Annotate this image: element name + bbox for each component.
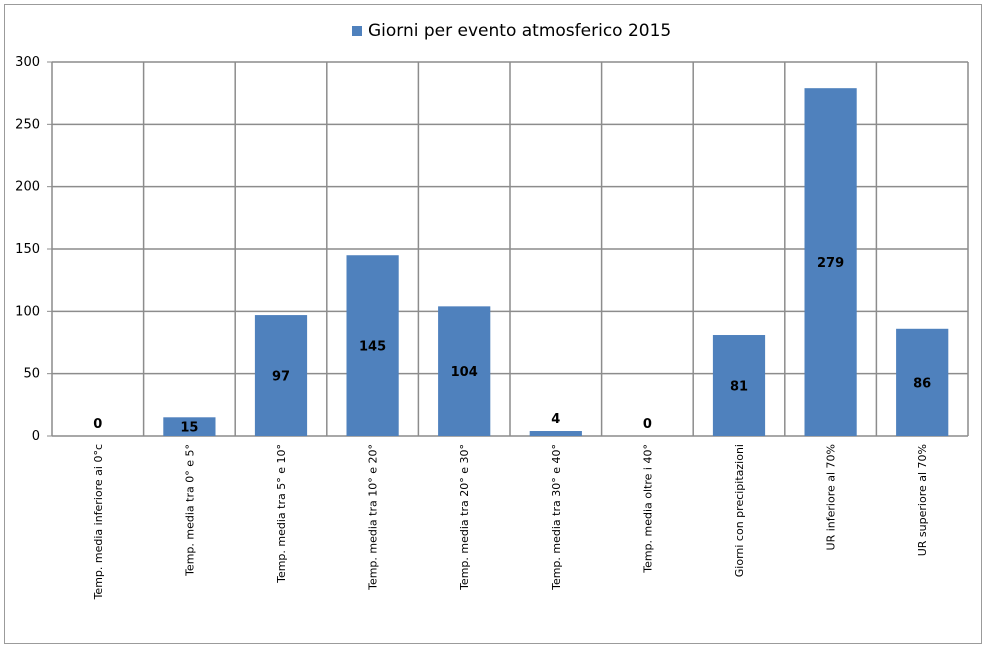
y-tick-label: 200 (15, 180, 40, 195)
bar (438, 306, 491, 436)
y-tick-label: 250 (15, 117, 40, 132)
bar (529, 431, 582, 436)
bar (163, 417, 216, 436)
y-tick-label: 50 (23, 367, 40, 382)
legend-swatch (352, 26, 362, 36)
y-tick-label: 300 (15, 55, 40, 70)
bar (254, 315, 308, 436)
bar (346, 255, 399, 436)
data-label: 279 (817, 256, 844, 271)
category-label: UR superiore al 70% (916, 444, 929, 556)
y-tick-label: 0 (32, 429, 40, 444)
data-label: 104 (451, 365, 478, 380)
data-label: 4 (551, 412, 560, 427)
category-label: Giorni con precipitazioni (733, 444, 746, 577)
bar (896, 328, 949, 436)
category-label: Temp. media tra 5° e 10° (275, 444, 288, 584)
category-label: Temp. media tra 20° e 30° (458, 444, 471, 591)
category-label: Temp. media oltre i 40° (641, 444, 654, 574)
data-label: 0 (643, 417, 652, 432)
bar (804, 88, 857, 437)
data-label: 97 (272, 370, 290, 385)
y-tick-label: 100 (15, 304, 40, 319)
category-label: Temp. media tra 10° e 20° (367, 444, 380, 591)
legend: Giorni per evento atmosferico 2015 (352, 20, 671, 42)
data-label: 0 (93, 417, 102, 432)
category-label: Temp. media tra 30° e 40° (550, 444, 563, 591)
data-label: 86 (913, 376, 931, 391)
data-label: 15 (180, 421, 198, 436)
legend-label: Giorni per evento atmosferico 2015 (368, 21, 672, 41)
y-tick-label: 150 (15, 242, 40, 257)
category-label: Temp. media inferiore ai 0°c (92, 444, 105, 600)
data-label: 81 (730, 380, 748, 395)
category-label: UR inferiore al 70% (825, 444, 838, 550)
category-label: Temp. media tra 0° e 5° (183, 444, 196, 577)
bar (712, 335, 766, 436)
data-label: 145 (359, 340, 386, 355)
